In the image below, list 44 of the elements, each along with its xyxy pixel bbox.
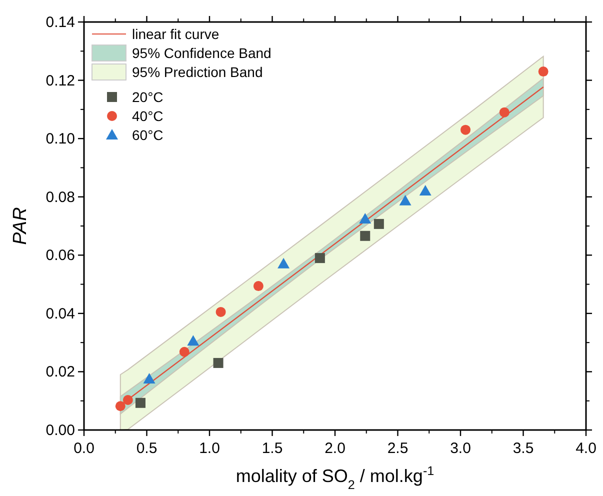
point — [399, 194, 412, 206]
point — [359, 213, 372, 224]
x-tick-label: 3.0 — [450, 440, 471, 457]
x-tick-label: 4.0 — [576, 440, 596, 457]
legend-label: 20°C — [132, 89, 164, 105]
legend-label: 40°C — [132, 108, 164, 124]
point — [460, 124, 471, 135]
y-tick-label: 0.10 — [46, 130, 75, 148]
legend-label: 60°C — [132, 127, 164, 143]
point — [135, 398, 146, 408]
point — [499, 107, 510, 118]
point — [419, 185, 432, 196]
x-axis-title: molality of SO$_{2}$ / mol.kg$^{-1}$ — [236, 464, 434, 492]
point — [213, 358, 224, 368]
x-tick-label: 1.5 — [262, 440, 283, 457]
y-tick-label: 0.04 — [46, 305, 75, 322]
legend-label: 95% Prediction Band — [132, 64, 263, 80]
point — [374, 218, 384, 229]
y-tick-label: 0.06 — [46, 247, 75, 264]
point — [360, 230, 370, 241]
x-tick-label: 0.5 — [136, 440, 158, 457]
legend-label: 95% Confidence Band — [132, 45, 272, 61]
point — [143, 373, 156, 384]
y-tick-label: 0.00 — [46, 422, 75, 439]
point — [187, 335, 200, 346]
point — [278, 258, 290, 268]
y-axis-title: PAR — [10, 206, 31, 245]
point — [115, 401, 126, 412]
point — [538, 66, 548, 77]
y-tick-label: 0.14 — [46, 14, 75, 31]
x-tick-label: 0.0 — [74, 440, 94, 457]
point — [122, 394, 133, 405]
x-tick-label: 2.5 — [387, 440, 408, 457]
x-tick-label: 1.0 — [199, 440, 220, 457]
point — [253, 281, 264, 292]
point — [179, 346, 190, 357]
y-tick-label: 0.02 — [46, 364, 75, 381]
y-tick-label: 0.08 — [46, 188, 75, 206]
legend-label: linear fit curve — [132, 26, 220, 42]
x-tick-label: 3.5 — [512, 440, 534, 457]
y-tick-label: 0.12 — [46, 72, 75, 90]
x-tick-label: 2.0 — [324, 440, 346, 457]
point — [216, 306, 226, 317]
point — [314, 253, 325, 264]
